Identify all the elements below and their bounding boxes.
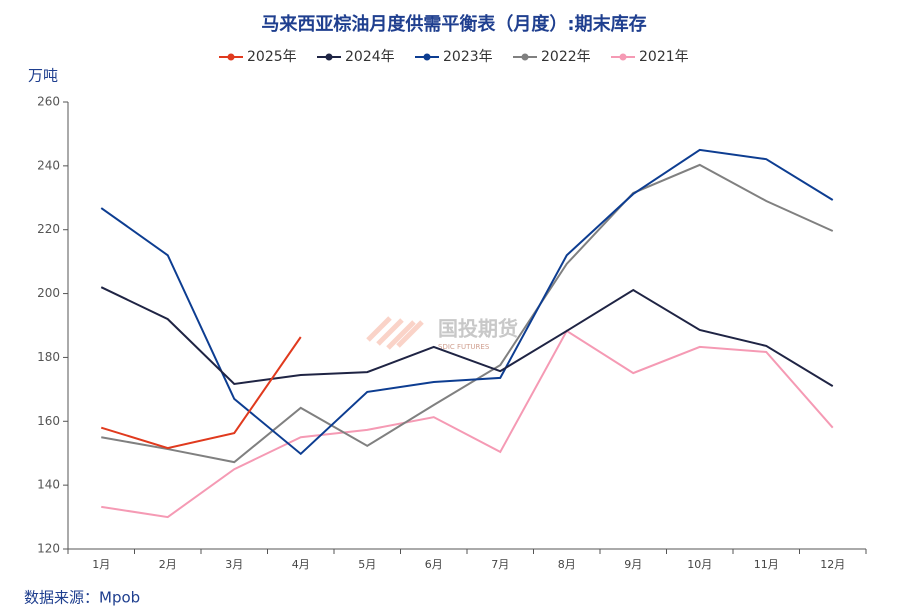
- legend-marker: [521, 53, 529, 61]
- legend-marker: [423, 53, 431, 61]
- x-tick-label: 9月: [624, 558, 642, 571]
- series-line: [100, 336, 302, 450]
- x-tick-label: 10月: [687, 558, 712, 571]
- y-tick-label: 180: [37, 350, 60, 364]
- x-tick-label: 4月: [292, 558, 310, 571]
- legend-marker: [619, 53, 627, 61]
- y-tick-label: 220: [37, 222, 60, 236]
- y-axis-label: 万吨: [28, 67, 58, 85]
- series-line: [101, 329, 834, 519]
- y-tick-label: 140: [37, 478, 60, 492]
- legend-marker: [227, 53, 235, 61]
- chart-title: 马来西亚棕油月度供需平衡表（月度）:期末库存: [261, 13, 646, 35]
- x-tick-label: 7月: [491, 558, 509, 571]
- x-tick-label: 3月: [225, 558, 243, 571]
- y-tick-label: 120: [37, 542, 60, 556]
- watermark: 国投期货: [438, 317, 518, 341]
- legend-label: 2023年: [443, 49, 493, 65]
- series-line: [100, 148, 834, 456]
- x-tick-label: 2月: [159, 558, 177, 571]
- series-line: [100, 286, 834, 388]
- watermark-sub: SDIC FUTURES: [438, 343, 490, 351]
- x-tick-label: 12月: [820, 558, 845, 571]
- source: 数据来源：Mpob: [24, 589, 140, 607]
- legend-marker: [325, 53, 333, 61]
- x-tick-label: 6月: [425, 558, 443, 571]
- y-tick-label: 160: [37, 414, 60, 428]
- y-tick-label: 240: [37, 158, 60, 172]
- legend-label: 2025年: [247, 49, 297, 65]
- y-tick-label: 260: [37, 95, 60, 109]
- legend-label: 2024年: [345, 49, 395, 65]
- legend-label: 2021年: [639, 49, 689, 65]
- series-line: [101, 163, 834, 464]
- legend-label: 2022年: [541, 49, 591, 65]
- x-tick-label: 8月: [558, 558, 576, 571]
- watermark-icon: [366, 316, 424, 350]
- x-tick-label: 11月: [754, 558, 779, 571]
- x-tick-label: 5月: [358, 558, 376, 571]
- y-tick-label: 200: [37, 286, 60, 300]
- x-tick-label: 1月: [92, 558, 110, 571]
